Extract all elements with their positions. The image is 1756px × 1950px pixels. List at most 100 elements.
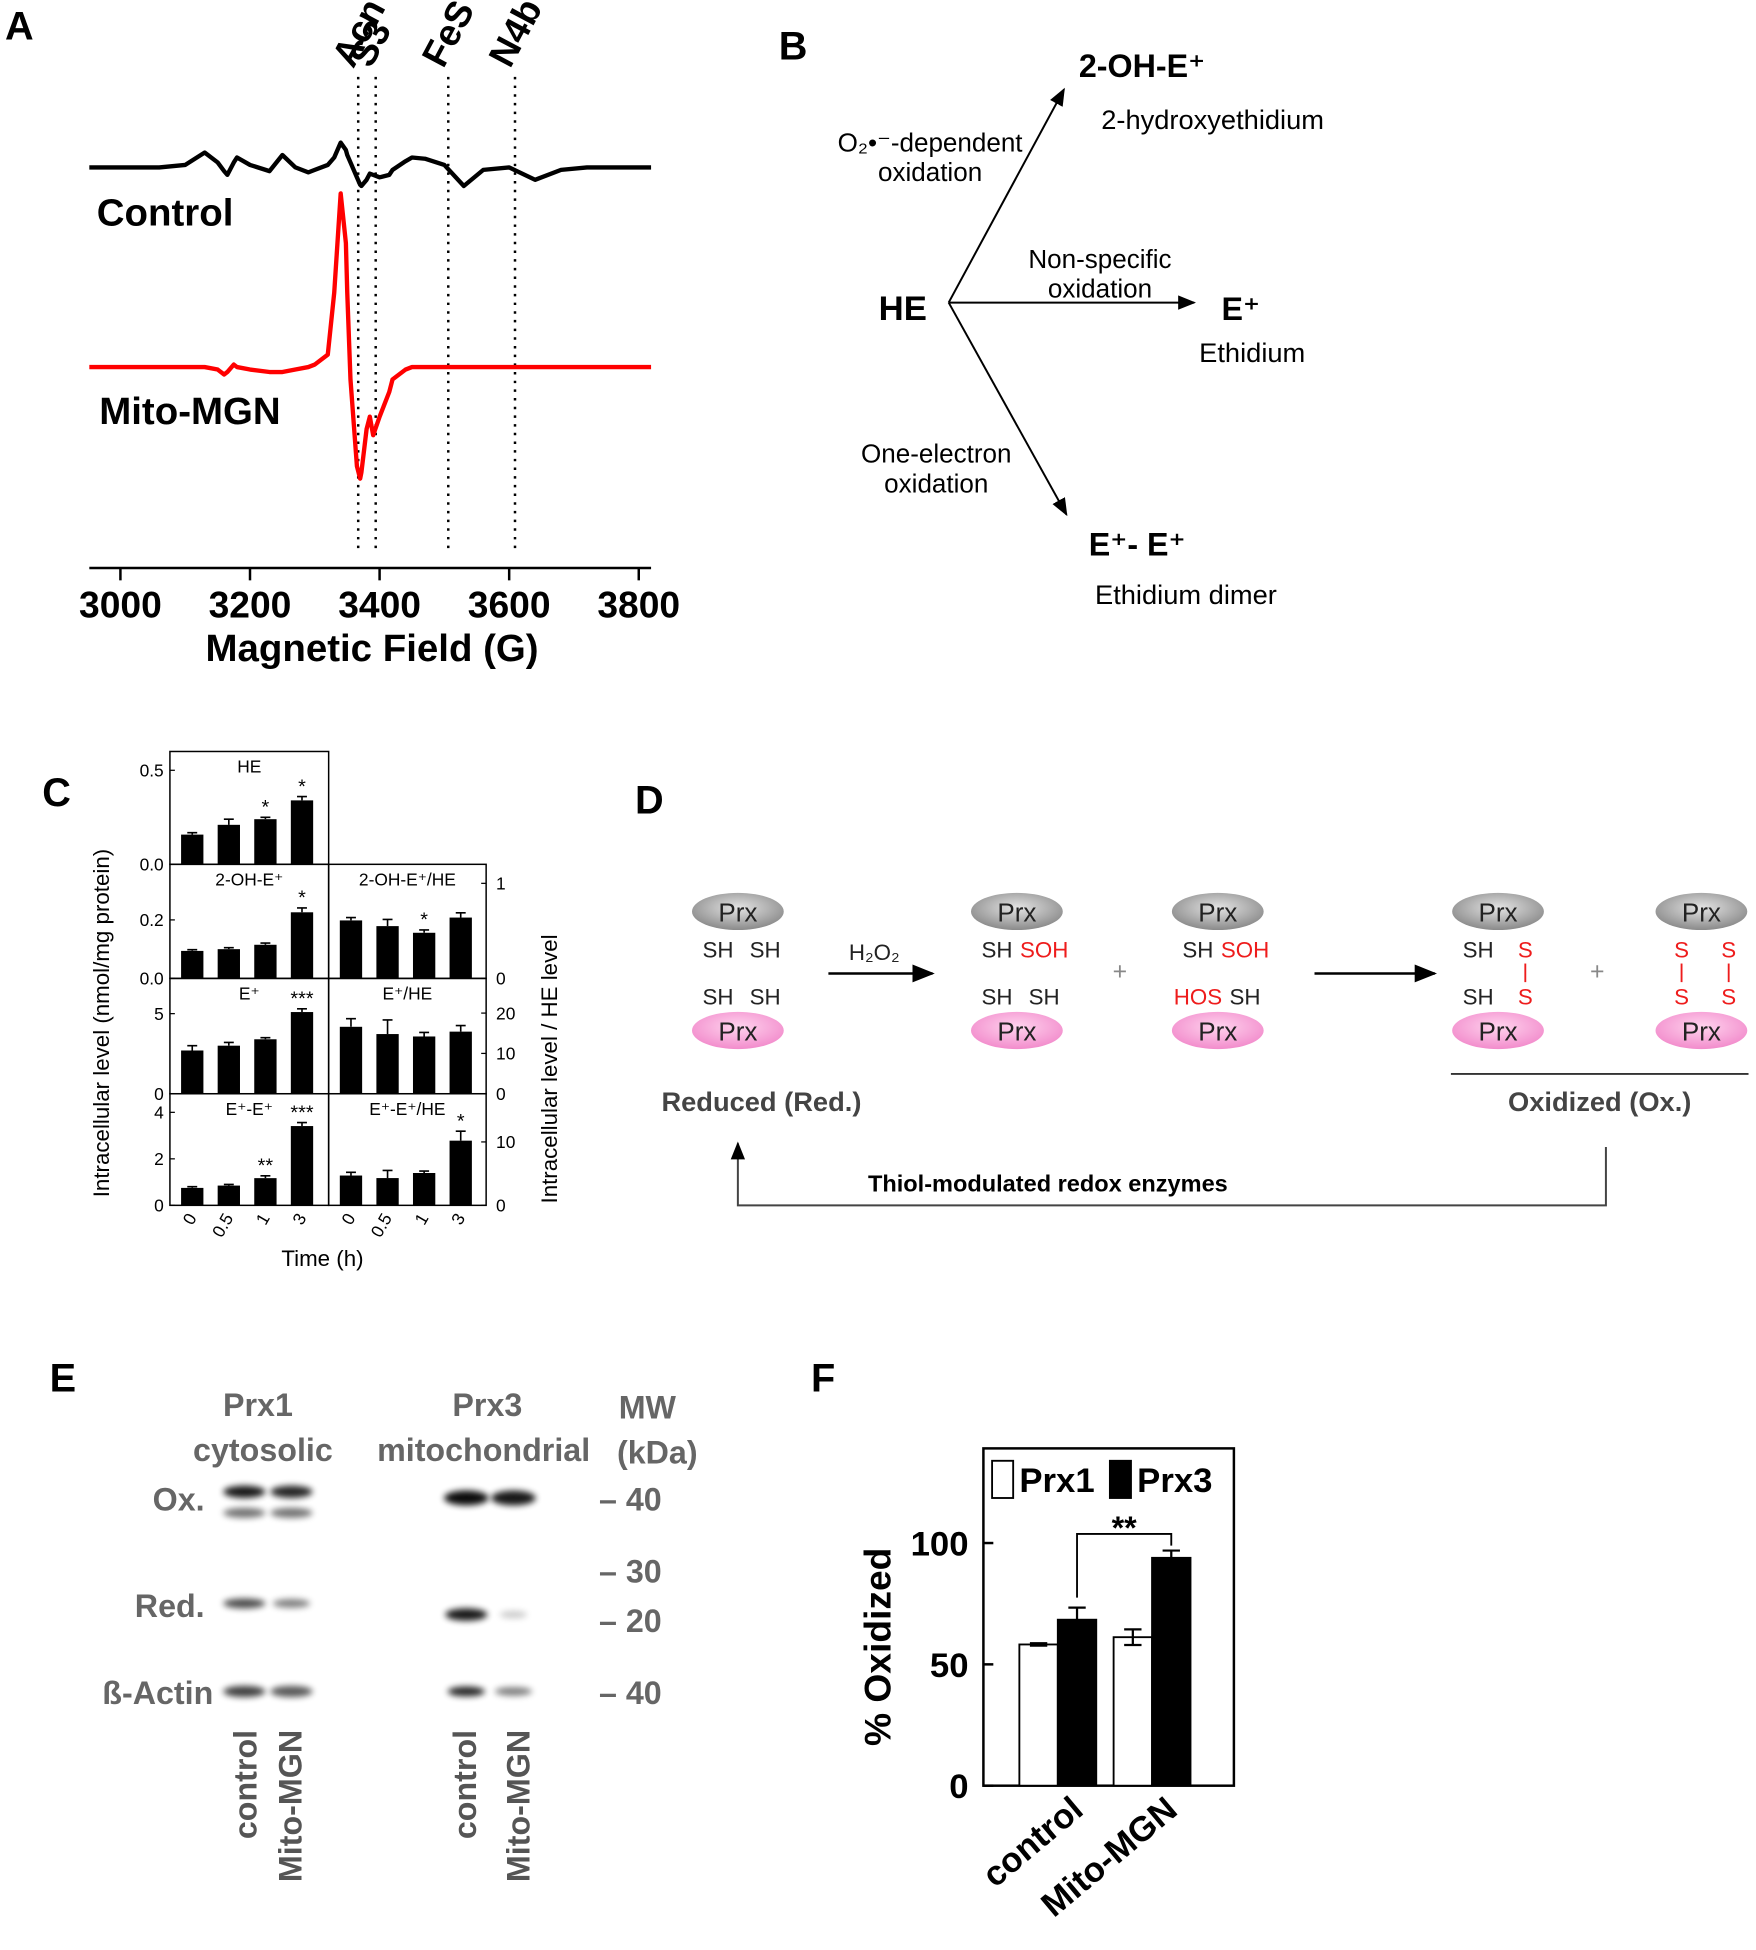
blot-band [499,1610,528,1619]
subplot-title: 2-OH-E⁺/HE [359,869,456,889]
error-bar [297,1121,307,1127]
product-name: Ethidium dimer [1095,579,1277,610]
bar [449,917,472,979]
blot-band [447,1686,485,1697]
y-tick-label: 10 [496,1132,515,1152]
prx-label: Prx [997,1016,1036,1046]
y-tick-label: 0 [154,1196,164,1216]
lane-label: Mito-MGN [272,1730,308,1882]
y-tick-label: 20 [496,1003,515,1023]
bar [1056,1618,1098,1787]
blot-group-label: cytosolic [193,1432,333,1468]
bar [217,1185,240,1206]
significance-bracket [1076,1533,1173,1598]
error-bar [382,918,393,927]
error-bar [1068,1606,1086,1633]
mw-marker: – 30 [599,1553,662,1589]
thiol-group: SH [982,984,1013,1009]
y-tick-label: 0 [496,969,506,989]
bar [290,800,314,865]
significance: * [298,887,306,909]
prx-subunit [971,892,1063,931]
y-axis-title: % Oxidized [856,1548,898,1746]
route-label: Non-specific [1028,244,1171,274]
mw-title: MW [619,1390,677,1426]
y-tick-label: 0.5 [140,760,164,780]
blot-group-label: mitochondrial [377,1432,590,1468]
y-tick-label: 0 [496,1196,506,1216]
lane-label: Mito-MGN [501,1730,537,1882]
error-bar [1124,1628,1142,1647]
prx-label: Prx [718,897,757,927]
error-bar [346,1171,356,1176]
thiol-group: S [1721,937,1736,962]
route-label: One-electron [861,439,1011,469]
y-tick-label: 10 [496,1044,515,1064]
bar [254,944,277,979]
error-bar [187,831,198,835]
prx-subunit [1655,1011,1748,1050]
blot-band [270,1507,313,1518]
thiol-group: S [1674,984,1689,1009]
bar [217,1045,240,1094]
prx-label: Prx [1198,1016,1237,1046]
bar [254,819,277,865]
bar [1151,1556,1192,1787]
route-label: oxidation [878,157,982,187]
blot-band [443,1490,489,1506]
blot-band [272,1599,311,1608]
error-bar [455,1024,466,1032]
reagent-label: H₂O₂ [849,940,900,965]
thiol-group: SH [1182,937,1213,962]
prx-label: Prx [1198,897,1237,927]
prx-label: Prx [1479,1016,1518,1046]
panel-label: C [42,771,71,815]
error-bar [346,1017,356,1027]
error-bar [223,1041,234,1046]
subplot-title: E⁺/HE [383,983,433,1003]
thiol-group: S [1721,984,1736,1009]
subplot-title: E⁺-E⁺ [226,1099,273,1119]
plus-sign: + [1590,959,1604,986]
error-bar [419,1170,430,1174]
prx-label: Prx [1479,897,1518,927]
blot-band [491,1490,536,1506]
node-label: HE [879,290,927,328]
legend-swatch [991,1459,1015,1499]
thiol-group: S [1518,984,1533,1009]
bar [449,1140,472,1206]
error-bar [223,946,234,950]
mw-marker: – 20 [599,1603,662,1639]
blot-band [223,1685,266,1698]
lane-label: control [228,1730,264,1839]
bar [290,1126,314,1206]
significance: * [457,1110,465,1132]
prx-label: Prx [718,1016,757,1046]
error-bar [223,1183,234,1186]
y-tick-label: 0 [154,1084,164,1104]
route-label: oxidation [884,468,988,498]
significance: * [420,909,428,931]
state-label: Reduced (Red.) [661,1086,861,1117]
error-bar [297,1008,307,1013]
blot-band [223,1507,266,1518]
cycle-label: Thiol-modulated redox enzymes [868,1171,1228,1197]
x-axis-title: Time (h) [281,1246,363,1271]
y-tick-label: 1 [496,874,506,894]
error-bar [1162,1549,1180,1567]
error-bar [346,916,356,921]
error-bar [419,1031,430,1037]
error-bar [297,795,307,801]
bar [254,1178,277,1206]
error-bar [187,1044,198,1051]
spectrum [89,140,652,189]
x-tick-label: 3800 [597,584,680,626]
row-label: Red. [135,1588,205,1624]
bar [412,1036,436,1094]
product-label: E⁺- E⁺ [1089,527,1186,563]
bar [376,1034,399,1094]
error-bar [260,942,271,945]
thiol-group: HOS [1174,984,1222,1009]
prx-subunit [1452,892,1544,931]
